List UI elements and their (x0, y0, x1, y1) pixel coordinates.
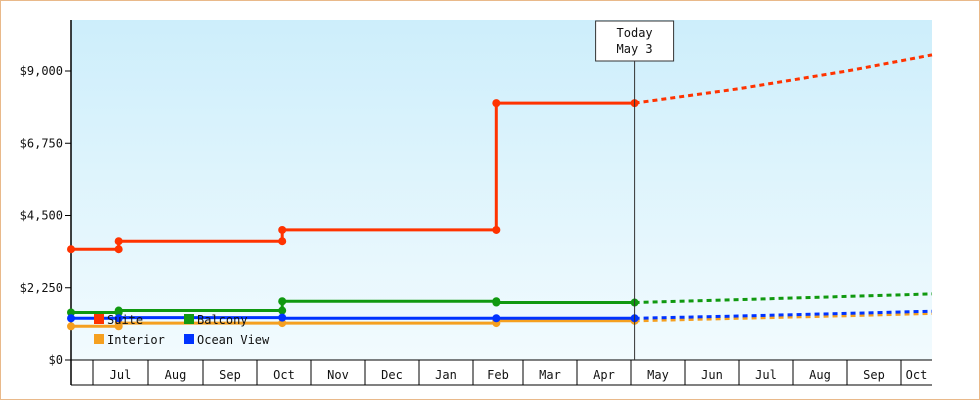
x-tick-label: Jul (110, 368, 132, 382)
data-point (278, 313, 287, 322)
legend-label-suite: Suite (107, 313, 143, 327)
y-tick-label: $4,500 (20, 209, 63, 223)
x-tick-label: Apr (593, 368, 615, 382)
data-point (67, 322, 75, 331)
today-label-line1: Today (617, 26, 653, 40)
series-projection-interior (634, 311, 933, 323)
x-tick-label: Oct (906, 368, 928, 382)
x-tick-label: May (647, 368, 669, 382)
series-projection-balcony (634, 292, 933, 304)
y-tick-label: $2,250 (20, 281, 63, 295)
legend-swatch-ocean-view (184, 334, 194, 344)
data-point (278, 237, 287, 246)
x-tick-label: Aug (165, 368, 187, 382)
data-point (67, 245, 75, 254)
data-point (67, 314, 75, 323)
today-label-line2: May 3 (617, 42, 653, 56)
y-tick-label: $6,750 (20, 136, 63, 150)
x-tick-label: Jun (701, 368, 723, 382)
data-point (114, 237, 123, 246)
y-tick-label: $0 (49, 353, 63, 367)
data-point (492, 298, 501, 307)
x-tick-label: Oct (273, 368, 295, 382)
y-tick-label: $9,000 (20, 64, 63, 78)
x-tick-label: Sep (863, 368, 885, 382)
legend-label-interior: Interior (107, 333, 165, 347)
series-projection-ocean-view (634, 309, 933, 320)
legend-label-ocean-view: Ocean View (197, 333, 270, 347)
x-tick-label: Feb (487, 368, 509, 382)
data-point (67, 308, 75, 317)
legend-swatch-interior (94, 334, 104, 344)
data-point (114, 245, 123, 254)
x-tick-label: Mar (539, 368, 561, 382)
data-point (492, 225, 501, 234)
legend-swatch-suite (94, 314, 104, 324)
data-point (114, 314, 123, 323)
today-label-box (595, 20, 675, 62)
x-tick-label: Sep (219, 368, 241, 382)
data-point (278, 306, 287, 315)
legend-swatch-balcony (184, 314, 194, 324)
x-tick-label: Nov (327, 368, 349, 382)
data-point (492, 314, 501, 323)
data-point (114, 306, 123, 315)
x-tick-label: Jul (755, 368, 777, 382)
series-line-ocean-view (71, 316, 635, 320)
data-point (278, 297, 287, 306)
x-tick-label: Jan (435, 368, 457, 382)
data-point (278, 225, 287, 234)
x-tick-label: Aug (809, 368, 831, 382)
x-tick-label: Dec (381, 368, 403, 382)
legend-label-balcony: Balcony (197, 313, 248, 327)
data-point (492, 99, 501, 108)
